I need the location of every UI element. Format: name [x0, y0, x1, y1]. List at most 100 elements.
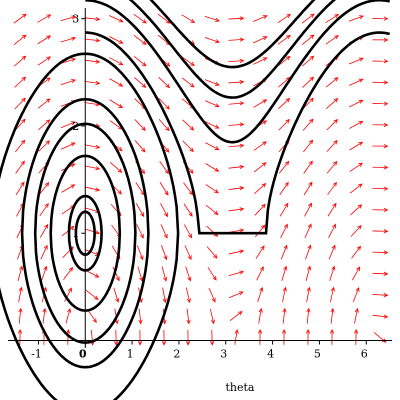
field-arrow: [162, 287, 167, 304]
field-arrow: [352, 287, 360, 303]
field-arrow: [255, 224, 266, 238]
field-arrow: [113, 287, 120, 303]
field-arrow: [136, 245, 144, 261]
field-arrow: [204, 100, 220, 108]
field-arrow: [253, 141, 267, 151]
field-arrow: [39, 223, 49, 238]
field-arrow: [65, 308, 72, 324]
field-arrow: [348, 57, 364, 65]
field-arrow: [281, 265, 288, 281]
field-arrow: [305, 328, 311, 345]
field-arrow: [372, 207, 389, 213]
field-arrow: [137, 266, 144, 282]
field-arrow: [38, 119, 51, 131]
field-arrow: [38, 182, 50, 195]
y-tick-label: 1: [72, 227, 79, 240]
field-arrow: [205, 163, 220, 172]
field-arrow: [228, 122, 245, 127]
trajectories: [0, 0, 390, 400]
field-arrow: [15, 181, 25, 196]
field-arrow: [84, 228, 101, 235]
x-tick-label: 5: [314, 347, 321, 360]
field-arrow: [186, 308, 191, 325]
field-arrow: [325, 35, 339, 45]
field-arrow: [228, 16, 245, 21]
field-arrow: [349, 78, 364, 86]
field-arrow: [181, 14, 196, 24]
trajectory-curve: [149, 0, 316, 69]
field-arrow: [185, 287, 191, 304]
field-arrow: [42, 307, 47, 324]
field-arrow: [302, 55, 315, 67]
field-arrow: [160, 224, 168, 239]
field-arrow: [372, 59, 389, 64]
field-arrow: [204, 15, 221, 22]
field-arrow: [17, 265, 24, 281]
field-arrow: [280, 244, 288, 260]
field-arrow: [206, 246, 218, 259]
x-tick-label: 0: [79, 347, 86, 360]
field-arrow: [37, 35, 52, 45]
field-arrow: [326, 139, 338, 152]
field-arrow: [14, 139, 26, 153]
field-arrow: [282, 307, 287, 324]
field-arrow: [327, 181, 337, 195]
field-arrow: [372, 229, 389, 234]
field-arrow: [109, 99, 124, 109]
field-arrow: [326, 98, 339, 109]
field-arrow: [329, 328, 335, 345]
field-arrow: [161, 245, 168, 261]
field-arrow: [208, 287, 216, 303]
field-arrow: [134, 140, 146, 153]
field-arrow: [257, 328, 263, 345]
field-arrow: [351, 245, 362, 259]
field-arrow: [354, 307, 359, 324]
field-arrow: [372, 144, 389, 149]
field-arrow: [277, 55, 291, 67]
field-arrow: [305, 244, 312, 260]
field-arrow: [84, 186, 101, 192]
field-arrow: [37, 14, 52, 23]
field-arrow: [253, 162, 267, 173]
field-arrow: [304, 223, 312, 239]
trajectory-curve: [20, 98, 150, 369]
field-arrow: [13, 13, 27, 24]
field-arrow: [160, 203, 168, 218]
field-arrow: [304, 202, 312, 217]
field-arrow: [204, 37, 220, 44]
x-tick-label: 2: [173, 347, 180, 360]
field-arrow: [84, 144, 101, 149]
field-arrow: [210, 329, 215, 346]
field-arrow: [61, 184, 76, 193]
field-arrow: [85, 289, 99, 301]
field-arrow: [234, 329, 239, 345]
field-arrow: [161, 329, 167, 346]
field-arrow: [349, 183, 363, 194]
field-arrow: [185, 266, 192, 282]
field-arrow: [182, 119, 195, 131]
field-arrow: [14, 76, 27, 88]
field-arrow: [228, 207, 245, 212]
field-arrow: [205, 121, 220, 129]
field-arrow: [41, 265, 48, 281]
field-arrow: [158, 97, 170, 110]
field-arrow: [329, 265, 336, 281]
field-arrow: [372, 80, 389, 85]
field-arrow: [135, 203, 145, 218]
field-arrow: [258, 307, 263, 324]
field-arrow: [278, 118, 290, 131]
field-arrow: [207, 267, 217, 281]
field-arrow: [279, 181, 289, 196]
field-arrow: [372, 122, 389, 128]
field-arrow: [133, 35, 147, 45]
field-arrow: [60, 79, 76, 86]
field-arrow: [206, 225, 219, 237]
field-arrow: [109, 36, 124, 44]
field-arrow: [158, 118, 170, 132]
field-arrow: [37, 56, 51, 66]
field-arrow: [183, 203, 193, 217]
x-tick-label: 3: [220, 347, 227, 360]
field-arrow: [134, 77, 147, 88]
